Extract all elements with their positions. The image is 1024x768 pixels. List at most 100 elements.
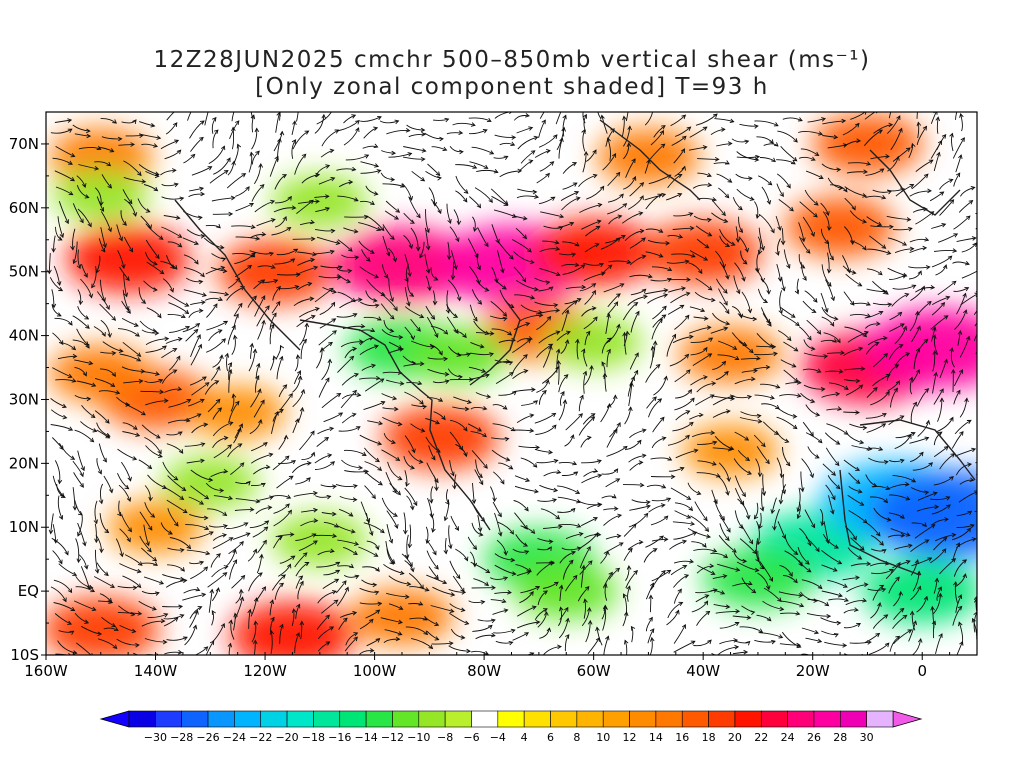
streamline-arrow [796, 514, 802, 520]
streamline-arrow [282, 215, 287, 221]
streamline-arrow [763, 298, 769, 304]
streamline [712, 395, 734, 406]
streamline [358, 222, 381, 231]
streamline [520, 304, 543, 314]
streamline [822, 211, 830, 231]
streamline-arrow [544, 611, 549, 616]
streamline [78, 147, 101, 150]
streamline-arrow [690, 397, 695, 403]
streamline-arrow [98, 499, 104, 505]
streamline-arrow [836, 620, 842, 626]
streamline [203, 237, 224, 249]
streamline-arrow [277, 536, 283, 541]
streamline [892, 614, 907, 629]
streamline [248, 349, 256, 372]
streamline-arrow [714, 157, 720, 162]
streamline [979, 532, 997, 538]
streamline-arrow [627, 125, 632, 131]
streamline-arrow [510, 426, 516, 432]
streamline [167, 508, 179, 527]
streamline [780, 359, 796, 368]
streamline [911, 638, 922, 655]
streamline [583, 262, 604, 266]
streamline [427, 357, 448, 360]
streamline-arrow [874, 341, 880, 347]
streamline [866, 268, 883, 276]
streamline-arrow [663, 537, 669, 542]
streamline-arrow [855, 479, 861, 484]
streamline [716, 173, 732, 183]
streamline [824, 432, 840, 445]
streamline [777, 521, 786, 539]
streamline-arrow [983, 146, 987, 150]
streamline-arrow [712, 113, 718, 119]
streamline [714, 499, 725, 521]
streamline [651, 437, 666, 449]
streamline [629, 182, 644, 197]
streamline-arrow [547, 546, 552, 552]
streamline [564, 434, 574, 447]
streamline [514, 294, 535, 299]
streamline-arrow [996, 194, 1000, 198]
streamline [539, 267, 560, 276]
streamline [58, 563, 77, 576]
streamline-arrow [893, 387, 898, 393]
streamline-arrow [390, 177, 396, 182]
streamline-arrow [587, 606, 592, 612]
streamline-arrow [335, 240, 341, 246]
streamline [188, 310, 203, 319]
streamline [690, 337, 713, 343]
streamline-arrow [351, 114, 357, 119]
streamline-arrow [884, 642, 890, 648]
streamline-arrow [702, 126, 708, 131]
streamline-arrow [555, 330, 561, 335]
streamline-arrow [228, 495, 234, 501]
streamline-arrow [846, 268, 851, 274]
streamline-arrow [307, 460, 312, 466]
colorbar-swatch [365, 710, 393, 728]
streamline [426, 316, 439, 338]
streamline [868, 642, 890, 655]
streamline [695, 225, 712, 237]
streamline-arrow [684, 259, 690, 265]
streamline [190, 469, 213, 481]
streamline-arrow [841, 118, 847, 124]
streamline [118, 143, 135, 146]
streamline-arrow [128, 247, 134, 253]
streamline [846, 583, 868, 593]
streamline-arrow [462, 197, 468, 203]
streamline-arrow [605, 635, 610, 641]
streamline [490, 486, 495, 502]
streamline-arrow [290, 555, 296, 560]
streamline [185, 329, 199, 342]
streamline [272, 455, 290, 471]
streamline [296, 112, 299, 122]
streamline [778, 408, 797, 418]
streamline [621, 212, 643, 224]
streamline [844, 140, 861, 147]
streamline [605, 235, 626, 244]
streamline-arrow [831, 471, 836, 476]
streamline [187, 112, 192, 121]
streamline [649, 595, 652, 613]
streamline [408, 133, 426, 138]
streamline-arrow [958, 368, 964, 374]
lat-tick-label: 10N [9, 518, 39, 536]
lon-tick-label: 20W [796, 662, 830, 680]
streamline-arrow [399, 570, 405, 576]
streamline-arrow [214, 380, 220, 385]
streamline [362, 566, 380, 572]
streamline [780, 484, 787, 504]
streamline-arrow [611, 152, 617, 158]
streamline [762, 600, 784, 610]
streamline-arrow [907, 629, 913, 634]
streamline-arrow [605, 550, 610, 556]
streamline [930, 327, 936, 342]
streamline-arrow [293, 248, 299, 253]
streamline [343, 546, 358, 555]
streamline [975, 212, 977, 215]
streamline [625, 570, 638, 589]
streamline [628, 454, 646, 463]
streamline [335, 483, 358, 488]
streamline [492, 609, 508, 615]
